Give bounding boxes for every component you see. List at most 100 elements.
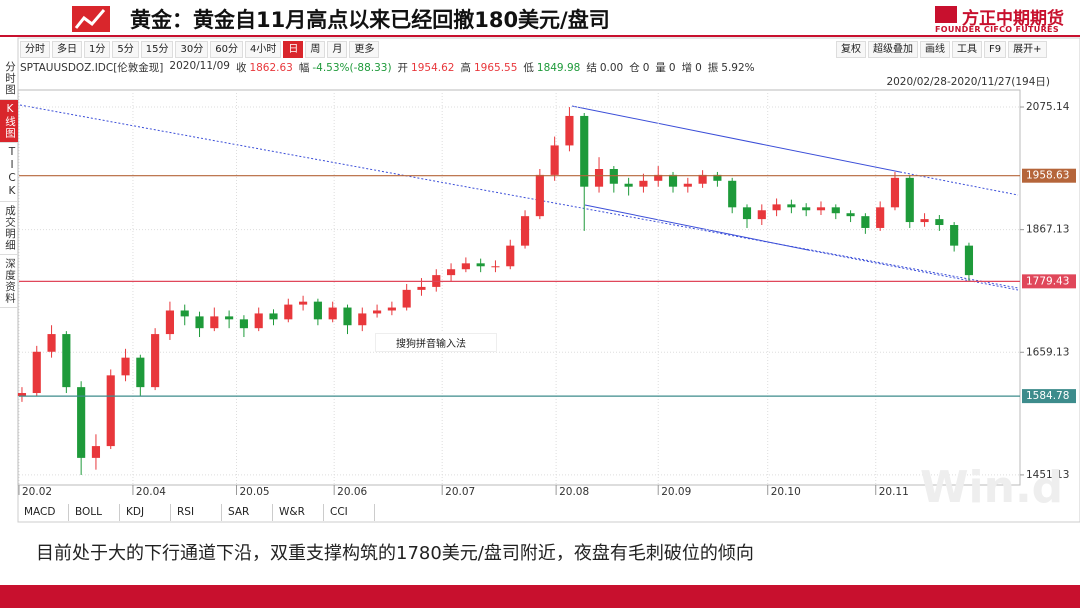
period-button[interactable]: 60分 xyxy=(210,41,243,58)
candle-body xyxy=(165,310,174,335)
quote-label: 振 xyxy=(707,62,719,74)
candle-body xyxy=(802,207,811,211)
candle-body xyxy=(624,183,633,187)
indicator-tab[interactable]: BOLL xyxy=(69,504,120,521)
sidebar-tab[interactable]: TICK xyxy=(0,143,18,202)
period-button[interactable]: 1分 xyxy=(84,41,111,58)
candle-body xyxy=(17,393,27,396)
sidebar-tab[interactable]: 成交明细 xyxy=(0,202,18,255)
candle-body xyxy=(964,245,974,276)
candle-body xyxy=(905,177,914,223)
candle-body xyxy=(343,307,352,326)
period-button[interactable]: 更多 xyxy=(349,41,380,58)
candle-body xyxy=(609,169,618,184)
candle-body xyxy=(594,169,604,187)
level-box xyxy=(1022,389,1076,404)
candle-body xyxy=(136,357,145,388)
quote-field: 幅 -4.53%(-88.33) xyxy=(299,60,392,75)
tool-button[interactable]: F9 xyxy=(984,41,1007,58)
x-tick-label: 20.05 xyxy=(240,486,270,498)
period-button[interactable]: 分时 xyxy=(20,41,50,58)
tool-button[interactable]: 复权 xyxy=(836,41,866,58)
x-tick-label: 20.02 xyxy=(22,486,52,498)
quote-value: 1849.98 xyxy=(536,62,581,74)
quote-label: 增 xyxy=(681,62,693,74)
sidebar-tab[interactable]: 分时图 xyxy=(0,58,18,100)
period-button[interactable]: 4小时 xyxy=(244,41,282,58)
period-button[interactable]: 30分 xyxy=(175,41,209,58)
candle-body xyxy=(62,334,71,388)
sidebar-tab[interactable]: 深度资料 xyxy=(0,255,18,308)
x-tick-label: 20.07 xyxy=(445,486,475,498)
candle-body xyxy=(683,183,692,187)
level-box xyxy=(1022,168,1076,183)
quote-value: 0 xyxy=(695,62,702,74)
indicator-tab[interactable]: W&R xyxy=(273,504,324,521)
candle-body xyxy=(920,219,929,223)
candle-body xyxy=(91,446,101,458)
candle-body xyxy=(373,310,382,314)
period-button[interactable]: 5分 xyxy=(112,41,139,58)
period-button[interactable]: 月 xyxy=(327,41,348,58)
period-button[interactable]: 15分 xyxy=(140,41,174,58)
tool-button[interactable]: 画线 xyxy=(920,41,950,58)
candle-body xyxy=(180,310,189,317)
indicator-tab[interactable]: SAR xyxy=(222,504,273,521)
brand-en: FOUNDER CIFCO FUTURES xyxy=(935,25,1059,34)
candle-body xyxy=(151,334,160,388)
candle-body xyxy=(713,174,722,181)
candle-body xyxy=(580,115,589,187)
candle-body xyxy=(417,286,426,290)
candle-body xyxy=(831,207,840,214)
quote-field: 高 1965.55 xyxy=(460,60,517,75)
candle-body xyxy=(816,207,826,211)
candle-body xyxy=(210,316,219,329)
tool-button[interactable]: 超级叠加 xyxy=(868,41,918,58)
x-tick-label: 20.11 xyxy=(879,486,909,498)
candle-body xyxy=(639,180,648,187)
ime-popup: 搜狗拼音输入法 xyxy=(375,333,497,352)
indicator-tab[interactable]: RSI xyxy=(171,504,222,521)
period-toolbar: 分时 多日 1分 5分 15分 30分 60分 4小时日周月更多 xyxy=(20,41,381,58)
period-button[interactable]: 日 xyxy=(283,41,304,58)
quote-label: 低 xyxy=(523,62,534,74)
sidebar-tab[interactable]: K线图 xyxy=(0,99,18,143)
y-tick-label: 1659.13 xyxy=(1026,346,1069,358)
quote-value: 1954.62 xyxy=(411,62,455,74)
indicator-tab[interactable]: MACD xyxy=(18,504,69,521)
brand-logo xyxy=(935,6,957,23)
terminal-frame xyxy=(17,37,1080,523)
level-label: 1958.63 xyxy=(1026,170,1069,182)
header-rule xyxy=(0,35,1080,37)
candle-body xyxy=(728,180,737,208)
period-button[interactable]: 周 xyxy=(305,41,326,58)
candle-body xyxy=(358,313,367,326)
quote-bar: SPTAUUSDOZ.IDC[伦敦金现] 2020/11/09 收 1862.63… xyxy=(20,60,755,75)
candle-body xyxy=(402,289,411,308)
candle-body xyxy=(461,263,470,270)
candle-body xyxy=(550,145,559,175)
quote-label: 收 xyxy=(235,62,247,74)
level-box xyxy=(1022,274,1076,289)
caption: 目前处于大的下行通道下沿，双重支撑构筑的1780美元/盘司附近，夜盘有毛刺破位的… xyxy=(36,543,754,564)
symbol: SPTAUUSDOZ.IDC[伦敦金现] xyxy=(20,62,164,74)
quote-label: 量 xyxy=(655,62,666,74)
candle-body xyxy=(757,210,766,220)
candle-body xyxy=(195,316,204,329)
tool-toolbar: 复权 超级叠加 画线 工具 F9 展开+ xyxy=(836,41,1049,58)
indicator-tab[interactable]: KDJ xyxy=(120,504,171,521)
period-button[interactable]: 多日 xyxy=(52,41,82,58)
trend-line xyxy=(19,104,1019,289)
level-label: 1584.78 xyxy=(1026,390,1069,402)
quote-value: 0 xyxy=(642,62,650,74)
quote-field: 低 1849.98 xyxy=(523,60,580,75)
indicator-tab[interactable]: CCI xyxy=(324,504,375,521)
candle-body xyxy=(387,307,396,311)
candle-body xyxy=(787,204,796,208)
quote-value: 1862.63 xyxy=(249,62,293,74)
tool-button[interactable]: 工具 xyxy=(952,41,982,58)
tool-button[interactable]: 展开+ xyxy=(1008,41,1047,58)
candle-body xyxy=(446,269,456,276)
